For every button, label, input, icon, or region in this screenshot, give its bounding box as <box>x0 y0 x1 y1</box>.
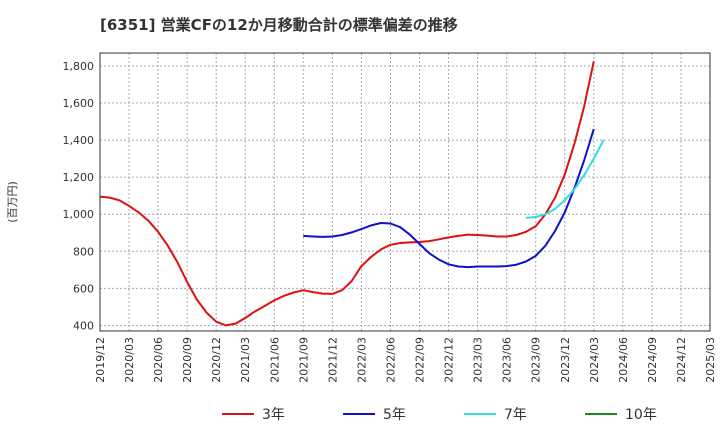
x-tick-label: 2023/03 <box>472 337 485 383</box>
grid-lines <box>99 53 711 331</box>
legend-label: 7年 <box>504 407 527 423</box>
legend-label: 5年 <box>383 407 406 423</box>
x-tick-label: 2025/03 <box>704 337 717 383</box>
x-tick-label: 2022/12 <box>443 337 456 383</box>
y-tick-label: 600 <box>73 282 94 295</box>
x-tick-label: 2020/12 <box>210 337 223 383</box>
x-tick-label: 2024/06 <box>617 337 630 383</box>
x-tick-label: 2024/03 <box>588 337 601 383</box>
plot-area-frame <box>99 52 711 332</box>
y-tick-label: 800 <box>73 245 94 258</box>
y-axis-label: (百万円) <box>6 181 19 223</box>
x-tick-label: 2020/09 <box>181 337 194 383</box>
x-tick-label: 2022/03 <box>355 337 368 383</box>
legend-label: 10年 <box>625 407 657 423</box>
x-tick-label: 2023/12 <box>559 337 572 383</box>
series-line-3年 <box>99 61 595 327</box>
chart-title: [6351] 営業CFの12か月移動合計の標準偏差の推移 <box>100 16 458 34</box>
x-tick-label: 2021/06 <box>268 337 281 383</box>
y-tick-label: 1,000 <box>63 208 95 221</box>
x-tick-label: 2024/09 <box>646 337 659 383</box>
legend-label: 3年 <box>262 407 285 423</box>
x-tick-label: 2021/12 <box>326 337 339 383</box>
x-axis-ticks: 2019/12 2020/03 2020/06 2020/09 2020/12 2021/… <box>94 337 717 383</box>
series-lines <box>99 61 605 327</box>
x-tick-label: 2021/03 <box>239 337 252 383</box>
chart-legend: 3年 5年 7年 10年 <box>222 407 657 423</box>
y-tick-label: 1,800 <box>63 60 95 73</box>
y-tick-label: 1,600 <box>63 97 95 110</box>
x-tick-label: 2022/09 <box>414 337 427 383</box>
series-line-7年 <box>525 139 605 219</box>
y-axis-ticks: 400 600 800 1,000 1,200 1,400 1,600 1,800 <box>63 60 95 332</box>
x-tick-label: 2019/12 <box>94 337 107 383</box>
y-tick-label: 1,200 <box>63 171 95 184</box>
x-tick-label: 2024/12 <box>675 337 688 383</box>
x-tick-label: 2020/03 <box>123 337 136 383</box>
x-tick-label: 2020/06 <box>152 337 165 383</box>
y-tick-label: 400 <box>73 319 94 332</box>
y-tick-label: 1,400 <box>63 134 95 147</box>
x-tick-label: 2023/09 <box>530 337 543 383</box>
series-line-5年 <box>303 128 595 269</box>
x-tick-label: 2022/06 <box>384 337 397 383</box>
x-tick-label: 2023/06 <box>501 337 514 383</box>
x-tick-label: 2021/09 <box>297 337 310 383</box>
